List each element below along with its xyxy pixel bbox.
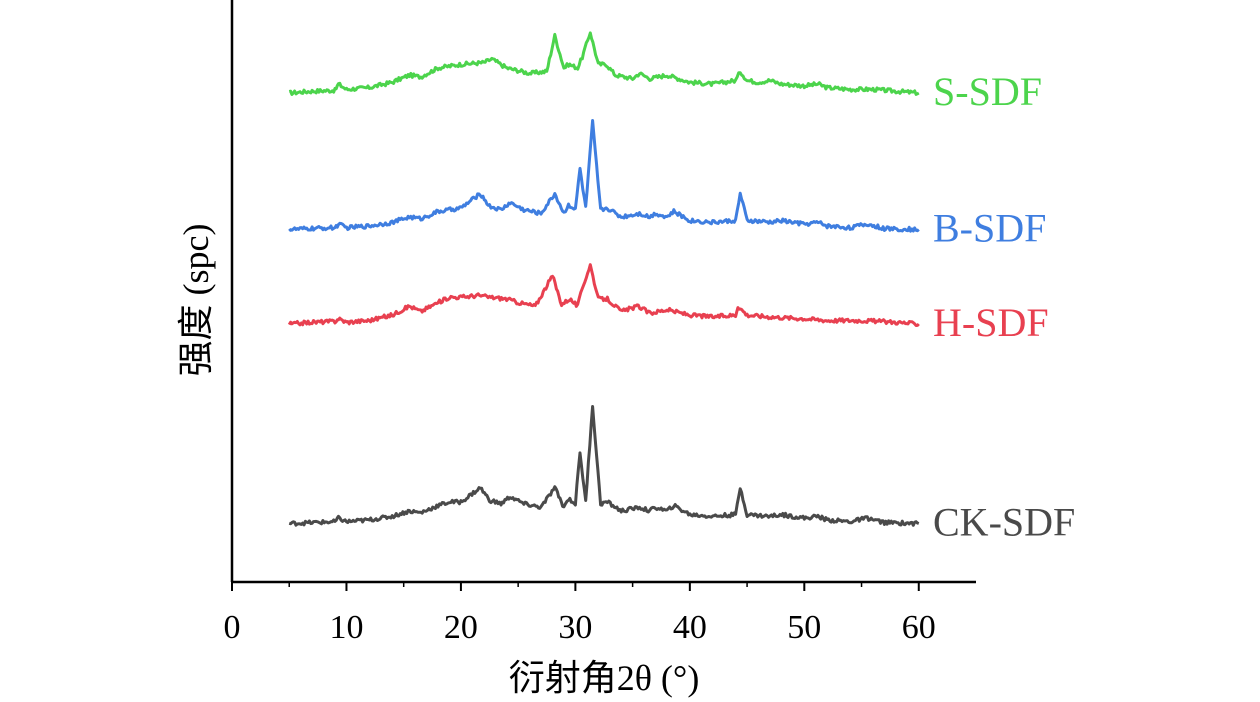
x-tick-label-10: 10 — [329, 609, 363, 646]
x-ticks — [231, 582, 920, 591]
x-tick-label-30: 30 — [558, 609, 592, 646]
series-label-h-sdf: H-SDF — [933, 300, 1049, 345]
series-label-s-sdf: S-SDF — [933, 69, 1042, 114]
x-axis-title: 衍射角2θ (°) — [509, 658, 700, 698]
x-tick-label-40: 40 — [673, 609, 707, 646]
series-line-s-sdf — [288, 31, 920, 96]
x-tick-label-0: 0 — [224, 609, 241, 646]
x-tick-label-50: 50 — [787, 609, 821, 646]
series-line-ck-sdf — [288, 405, 920, 527]
series-lines — [287, 31, 920, 527]
x-tick-label-60: 60 — [902, 609, 936, 646]
y-axis-title: 强度 (spc) — [176, 224, 216, 377]
series-line-b-sdf — [288, 119, 920, 233]
series-label-b-sdf: B-SDF — [933, 206, 1046, 251]
series-label-ck-sdf: CK-SDF — [933, 500, 1075, 545]
x-tick-label-20: 20 — [444, 609, 478, 646]
series-line-h-sdf — [287, 263, 920, 327]
series-labels: S-SDF B-SDF H-SDF CK-SDF — [933, 69, 1075, 545]
x-tick-labels: 0 10 20 30 40 50 60 — [224, 609, 936, 646]
plot-area: 0 10 20 30 40 50 60 S-SDF B-SDF H-SDF CK-SDF — [224, 0, 1075, 646]
